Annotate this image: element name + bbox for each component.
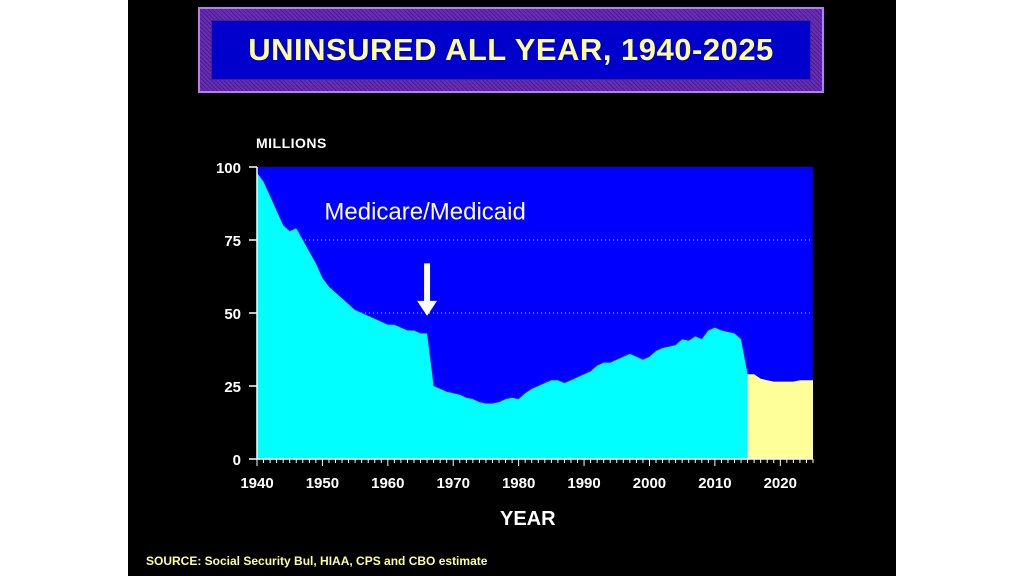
chart-title: UNINSURED ALL YEAR, 1940-2025 (248, 32, 774, 67)
x-tick-label-1960: 1960 (371, 475, 404, 492)
x-tick-label-2010: 2010 (698, 475, 731, 492)
x-tick-label-1980: 1980 (502, 475, 535, 492)
y-tick-label-100: 100 (216, 160, 241, 177)
x-tick-label-1990: 1990 (567, 475, 600, 492)
slide: UNINSURED ALL YEAR, 1940-2025 MILLIONS 0… (128, 0, 896, 576)
x-tick-label-1940: 1940 (240, 475, 273, 492)
x-tick-label-2020: 2020 (764, 475, 797, 492)
y-tick-label-0: 0 (233, 452, 241, 469)
area-series-1 (257, 172, 748, 460)
y-tick-label-25: 25 (224, 379, 241, 396)
x-axis-label: YEAR (500, 508, 556, 530)
y-tick-label-75: 75 (224, 233, 241, 250)
x-tick-label-2000: 2000 (633, 475, 666, 492)
title-banner: UNINSURED ALL YEAR, 1940-2025 (198, 7, 824, 93)
x-tick-label-1950: 1950 (306, 475, 339, 492)
arrow-shaft (424, 263, 431, 302)
arrow-head (417, 300, 438, 316)
y-tick-label-50: 50 (224, 306, 241, 323)
y-axis-label: MILLIONS (256, 135, 327, 151)
chart-svg: 0 25 50 75 100 1940 1950 1960 1970 1980 1990 2000 20… (216, 160, 814, 492)
source-note: SOURCE: Social Security Bul, HIAA, CPS a… (146, 554, 488, 568)
title-inner-panel: UNINSURED ALL YEAR, 1940-2025 (211, 20, 811, 80)
x-tick-label-1970: 1970 (437, 475, 470, 492)
annotation-medicare-medicaid: Medicare/Medicaid (324, 199, 525, 226)
area-series-2 (747, 374, 813, 459)
